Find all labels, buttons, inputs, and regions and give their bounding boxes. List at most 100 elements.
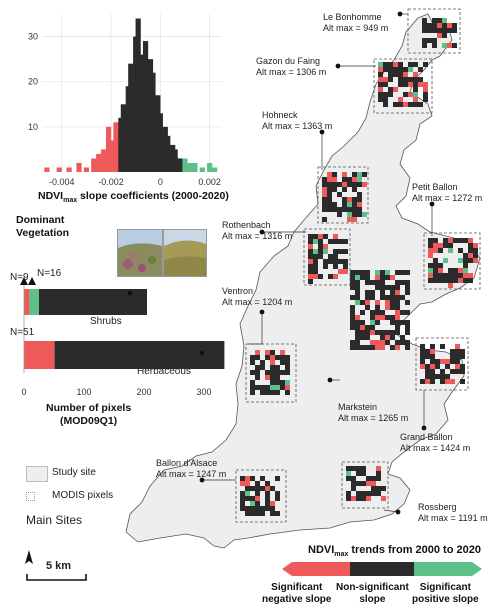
hist-ytick-label: 10 — [28, 122, 38, 132]
box-rossberg — [341, 461, 389, 509]
modis-pixel — [438, 268, 443, 273]
veg-bar-segment — [24, 289, 30, 315]
hist-bar — [56, 167, 62, 172]
modis-pixel — [255, 496, 260, 501]
modis-pixel — [347, 177, 352, 182]
modis-pixel — [458, 258, 463, 263]
modis-pixel — [380, 270, 385, 275]
modis-pixel — [270, 365, 275, 370]
modis-pixel — [390, 320, 395, 325]
modis-pixel — [380, 290, 385, 295]
modis-pixel — [440, 359, 445, 364]
modis-pixel — [383, 62, 388, 67]
modis-pixel — [365, 270, 370, 275]
modis-pixel — [260, 511, 265, 516]
modis-pixel — [425, 354, 430, 359]
modis-pixel — [398, 97, 403, 102]
modis-pixel — [413, 92, 418, 97]
modis-pixel — [355, 275, 360, 280]
modis-pixel — [366, 481, 371, 486]
modis-pixel — [342, 172, 347, 177]
modis-pixel — [463, 273, 468, 278]
modis-pixel — [433, 268, 438, 273]
north-arrow-icon — [25, 550, 33, 564]
modis-pixel — [370, 330, 375, 335]
modis-pixel — [430, 359, 435, 364]
modis-pixel — [458, 278, 463, 283]
modis-pixel — [318, 254, 323, 259]
modis-pixel — [350, 280, 355, 285]
modis-pixel — [395, 295, 400, 300]
n-shrubs-positive: N=16 — [37, 268, 62, 279]
modis-pixel — [361, 496, 366, 501]
modis-pixel — [430, 344, 435, 349]
modis-pixel — [265, 385, 270, 390]
modis-pixel — [405, 320, 410, 325]
shrubs-photo — [117, 229, 163, 277]
modis-pixel — [435, 364, 440, 369]
modis-pixel — [408, 62, 413, 67]
modis-pixel — [285, 380, 290, 385]
modis-pixel — [355, 320, 360, 325]
modis-pixel — [447, 43, 452, 48]
modis-pixel — [360, 270, 365, 275]
modis-pixel — [437, 23, 442, 28]
modis-pixel — [255, 491, 260, 496]
modis-pixel — [433, 263, 438, 268]
modis-pixel — [428, 278, 433, 283]
modis-pixel — [452, 43, 457, 48]
modis-pixel — [240, 496, 245, 501]
modis-pixel — [355, 315, 360, 320]
modis-pixel — [366, 491, 371, 496]
modis-pixel — [352, 212, 357, 217]
modis-pixel — [260, 385, 265, 390]
modis-pixel — [318, 234, 323, 239]
modis-pixel — [352, 172, 357, 177]
modis-pixel — [265, 370, 270, 375]
modis-pixel — [468, 278, 473, 283]
modis-pixel — [448, 278, 453, 283]
modis-pixel — [376, 476, 381, 481]
hist-bar — [182, 158, 188, 172]
modis-pixel — [328, 239, 333, 244]
veg-xtick-label: 200 — [136, 387, 151, 397]
modis-pixel — [371, 486, 376, 491]
modis-pixel — [365, 275, 370, 280]
modis-pixel — [343, 259, 348, 264]
modis-pixel — [357, 212, 362, 217]
modis-pixel — [400, 340, 405, 345]
hist-bar — [192, 162, 198, 172]
modis-pixel — [442, 18, 447, 23]
modis-pixel — [240, 506, 245, 511]
modis-pixel — [468, 253, 473, 258]
modis-pixel — [455, 354, 460, 359]
modis-pixel — [308, 249, 313, 254]
modis-pixel — [313, 264, 318, 269]
modis-pixel — [308, 234, 313, 239]
modis-pixel — [463, 278, 468, 283]
site-label-rossberg: Rossberg Alt max = 1191 m — [418, 502, 488, 523]
modis-pixel — [385, 275, 390, 280]
modis-pixel — [280, 385, 285, 390]
modis-pixel — [265, 355, 270, 360]
modis-pixel — [378, 72, 383, 77]
modis-pixel — [427, 23, 432, 28]
modis-pixel — [448, 268, 453, 273]
modis-pixel — [365, 280, 370, 285]
modis-pixel — [473, 248, 478, 253]
modis-pixel — [405, 280, 410, 285]
modis-pixel — [423, 97, 428, 102]
modis-pixel — [260, 360, 265, 365]
modis-pixel — [458, 248, 463, 253]
modis-pixel — [275, 375, 280, 380]
modis-pixel — [432, 28, 437, 33]
modis-pixel — [388, 67, 393, 72]
modis-pixel — [365, 305, 370, 310]
modis-pixel — [352, 187, 357, 192]
modis-pixel — [356, 466, 361, 471]
n-marker-icon — [20, 277, 28, 285]
modis-pixel — [405, 325, 410, 330]
modis-pixel — [390, 305, 395, 310]
modis-pixel — [355, 325, 360, 330]
modis-pixel — [371, 481, 376, 486]
